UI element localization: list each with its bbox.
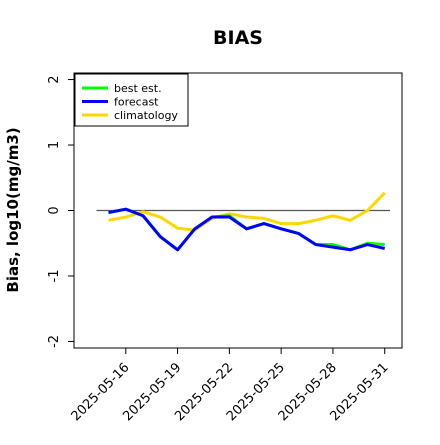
chart-title: BIAS — [213, 27, 263, 49]
y-tick-label: -1 — [47, 269, 62, 282]
y-axis: -2 -1 0 1 2 — [47, 75, 74, 348]
series-line-forecast — [108, 207, 386, 252]
y-tick-label: 0 — [47, 206, 62, 214]
y-axis-label: Bias, log10(mg/m3) — [4, 127, 22, 292]
legend-label: best est. — [114, 82, 162, 95]
legend-label: climatology — [114, 109, 178, 122]
series-layer — [108, 191, 386, 252]
series-line-climatology — [108, 191, 386, 232]
y-tick-label: 2 — [47, 75, 62, 83]
y-tick-label: -2 — [47, 335, 62, 348]
legend-label: forecast — [114, 96, 159, 109]
x-axis: 2025-05-162025-05-192025-05-222025-05-25… — [69, 348, 392, 424]
y-tick-label: 1 — [47, 141, 62, 149]
